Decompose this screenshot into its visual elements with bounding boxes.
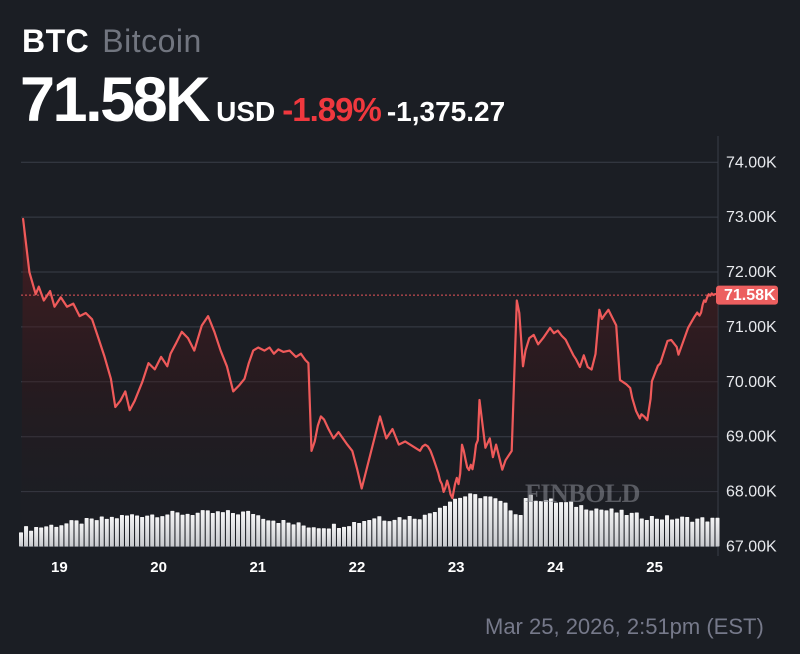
svg-text:24: 24 [547,559,564,576]
svg-text:73.00K: 73.00K [726,209,777,226]
svg-text:23: 23 [448,559,465,576]
svg-text:69.00K: 69.00K [726,429,777,446]
svg-text:20: 20 [150,559,167,576]
svg-text:70.00K: 70.00K [726,374,777,391]
svg-text:74.00K: 74.00K [726,154,777,171]
svg-text:68.00K: 68.00K [726,484,777,501]
svg-text:72.00K: 72.00K [726,264,777,281]
svg-text:19: 19 [51,559,68,576]
svg-text:22: 22 [349,559,366,576]
svg-text:71.58K: 71.58K [724,287,776,304]
svg-text:67.00K: 67.00K [726,538,777,555]
svg-text:71.00K: 71.00K [726,319,777,336]
svg-text:25: 25 [646,559,663,576]
svg-text:FINBOLD: FINBOLD [525,479,640,508]
svg-text:21: 21 [249,559,266,576]
